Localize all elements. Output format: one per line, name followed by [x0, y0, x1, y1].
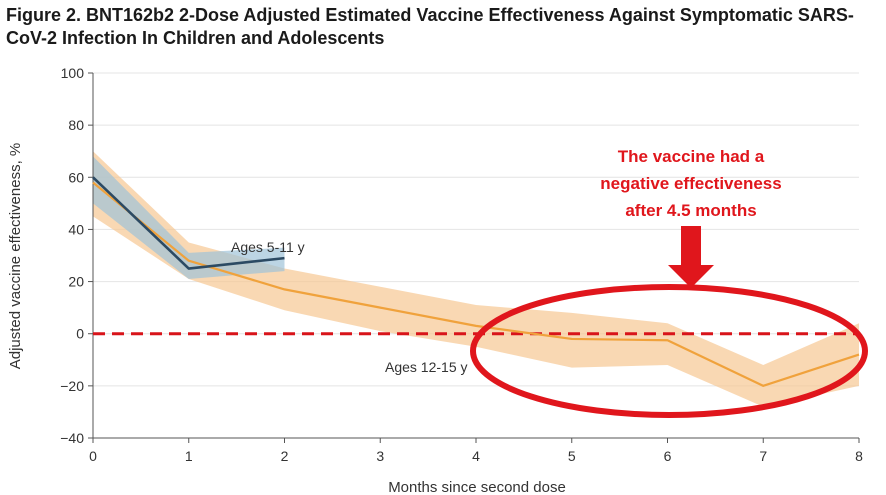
y-tick-label: 80	[68, 117, 84, 133]
y-tick-label: 40	[68, 221, 84, 237]
y-axis-label: Adjusted vaccine effectiveness, %	[7, 143, 24, 370]
annotation-line-3: after 4.5 months	[625, 201, 756, 220]
annotation-arrow	[668, 226, 714, 288]
y-tick-label: −40	[60, 430, 84, 446]
x-tick-label: 6	[664, 448, 672, 464]
x-tick-label: 3	[376, 448, 384, 464]
y-tick-label: −20	[60, 378, 84, 394]
series-label-12-15: Ages 12-15 y	[385, 359, 468, 375]
axes: 100 80 60 40 20 0 −20 −40 0 1 2 3 4 5 6 7 8	[60, 65, 863, 464]
y-tick-label: 0	[76, 326, 84, 342]
y-tick-label: 100	[61, 65, 85, 81]
x-tick-label: 5	[568, 448, 576, 464]
confidence-band-1	[93, 156, 285, 279]
y-tick-label: 60	[68, 169, 84, 185]
x-tick-label: 2	[281, 448, 289, 464]
confidence-bands	[93, 151, 859, 407]
chart-title: Figure 2. BNT162b2 2-Dose Adjusted Estim…	[6, 5, 854, 48]
series-labels: Ages 5-11 y Ages 12-15 y	[231, 239, 468, 375]
annotation-line-1: The vaccine had a	[618, 147, 765, 166]
x-tick-label: 8	[855, 448, 863, 464]
series-line-1	[92, 176, 285, 270]
x-tick-label: 4	[472, 448, 480, 464]
y-tick-label: 20	[68, 274, 84, 290]
series-line-0	[92, 181, 860, 387]
annotation-line-2: negative effectiveness	[600, 174, 781, 193]
confidence-band-0	[93, 151, 859, 407]
series-lines	[92, 176, 860, 387]
x-tick-label: 7	[759, 448, 767, 464]
x-axis-label: Months since second dose	[388, 479, 566, 495]
x-tick-label: 1	[185, 448, 193, 464]
x-tick-label: 0	[89, 448, 97, 464]
annotation-highlight-ellipse	[470, 284, 868, 418]
annotation: The vaccine had a negative effectiveness…	[470, 147, 868, 418]
series-label-5-11: Ages 5-11 y	[231, 239, 305, 255]
